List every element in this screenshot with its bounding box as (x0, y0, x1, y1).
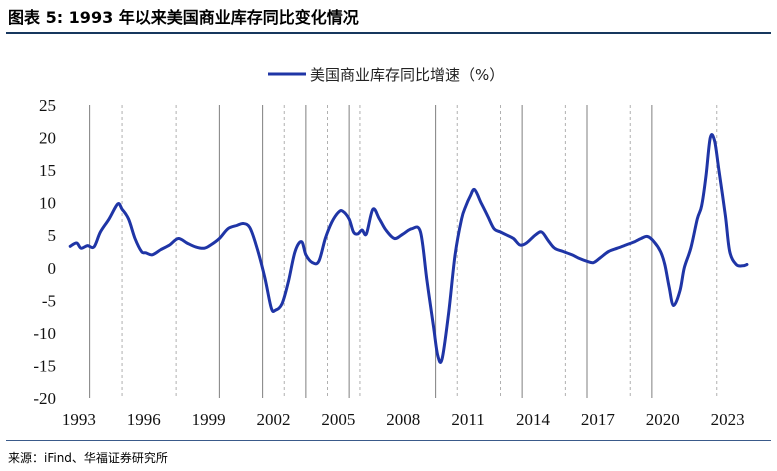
legend: 美国商业库存同比增速（%） (268, 66, 504, 84)
y-tick-label: -10 (33, 324, 56, 343)
series-line-layer (68, 133, 749, 364)
y-tick-label: 10 (39, 194, 56, 213)
x-tick-label: 2020 (646, 410, 680, 429)
y-axis-ticks: 25 20 15 10 5 0 -5 -10 -15 -20 (33, 96, 56, 408)
legend-label: 美国商业库存同比增速（%） (310, 66, 504, 84)
series-line-inventory-yoy (68, 133, 749, 364)
x-tick-label: 2014 (516, 410, 551, 429)
x-tick-label: 2002 (256, 410, 290, 429)
y-tick-label: 15 (39, 161, 56, 180)
source-note: 来源：iFind、华福证券研究所 (8, 451, 168, 465)
x-tick-label: 1996 (127, 410, 161, 429)
x-tick-label: 2005 (321, 410, 355, 429)
x-tick-label: 2023 (711, 410, 745, 429)
title-divider (6, 32, 771, 34)
y-tick-label: -5 (42, 291, 56, 310)
y-tick-label: -15 (33, 356, 56, 375)
x-axis-ticks: 1993 1996 1999 2002 2005 2008 2011 2014 2017 2020… (62, 410, 745, 429)
y-tick-label: 5 (48, 226, 57, 245)
line-chart: 25 20 15 10 5 0 -5 -10 -15 -20 1993 1996 1999 2002 20… (33, 66, 749, 429)
x-tick-label: 2017 (581, 410, 616, 429)
x-tick-label: 2008 (386, 410, 420, 429)
y-tick-label: 20 (39, 129, 56, 148)
y-tick-label: 25 (39, 96, 56, 115)
source-divider (6, 440, 771, 441)
x-tick-label: 1999 (192, 410, 226, 429)
y-tick-label: -20 (33, 389, 56, 408)
x-tick-label: 2011 (451, 410, 484, 429)
x-tick-label: 1993 (62, 410, 96, 429)
figure-title: 图表 5: 1993 年以来美国商业库存同比变化情况 (8, 8, 359, 27)
y-tick-label: 0 (48, 259, 57, 278)
vertical-gridlines (89, 105, 718, 398)
